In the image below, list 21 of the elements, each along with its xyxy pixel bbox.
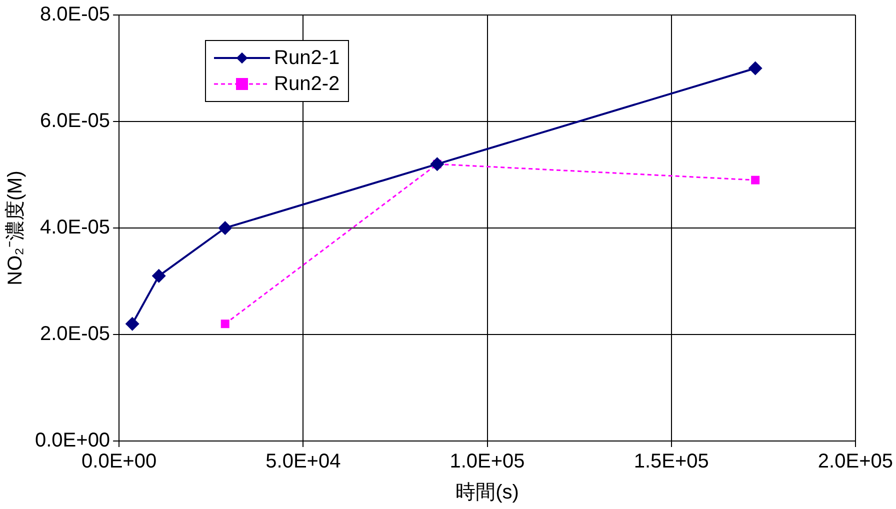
- x-tick-label: 5.0E+04: [266, 450, 341, 473]
- y-tick-label: 8.0E-05: [40, 4, 110, 26]
- y-tick-label: 6.0E-05: [40, 110, 110, 132]
- y-axis-title: NO₂⁻濃度(M): [4, 170, 27, 286]
- point: [220, 320, 230, 328]
- legend-label: Run2-2: [274, 72, 340, 96]
- y-tick-label: 4.0E-05: [40, 216, 110, 239]
- x-tick-label: 1.5E+05: [634, 450, 709, 473]
- x-tick-label: 2.0E+05: [818, 450, 894, 473]
- point: [748, 61, 762, 76]
- point: [751, 176, 760, 184]
- point: [218, 221, 232, 235]
- legend-label: Run2-1: [274, 46, 340, 70]
- point: [430, 157, 444, 172]
- y-tick-label: 2.0E-05: [40, 323, 110, 346]
- x-tick-label: 0.0E+00: [82, 450, 157, 473]
- point: [152, 268, 166, 283]
- point: [125, 316, 140, 331]
- y-tick-label: 0.0E+00: [34, 430, 110, 452]
- x-tick-label: 1.0E+05: [450, 450, 525, 473]
- x-axis-title: 時間(s): [456, 482, 519, 504]
